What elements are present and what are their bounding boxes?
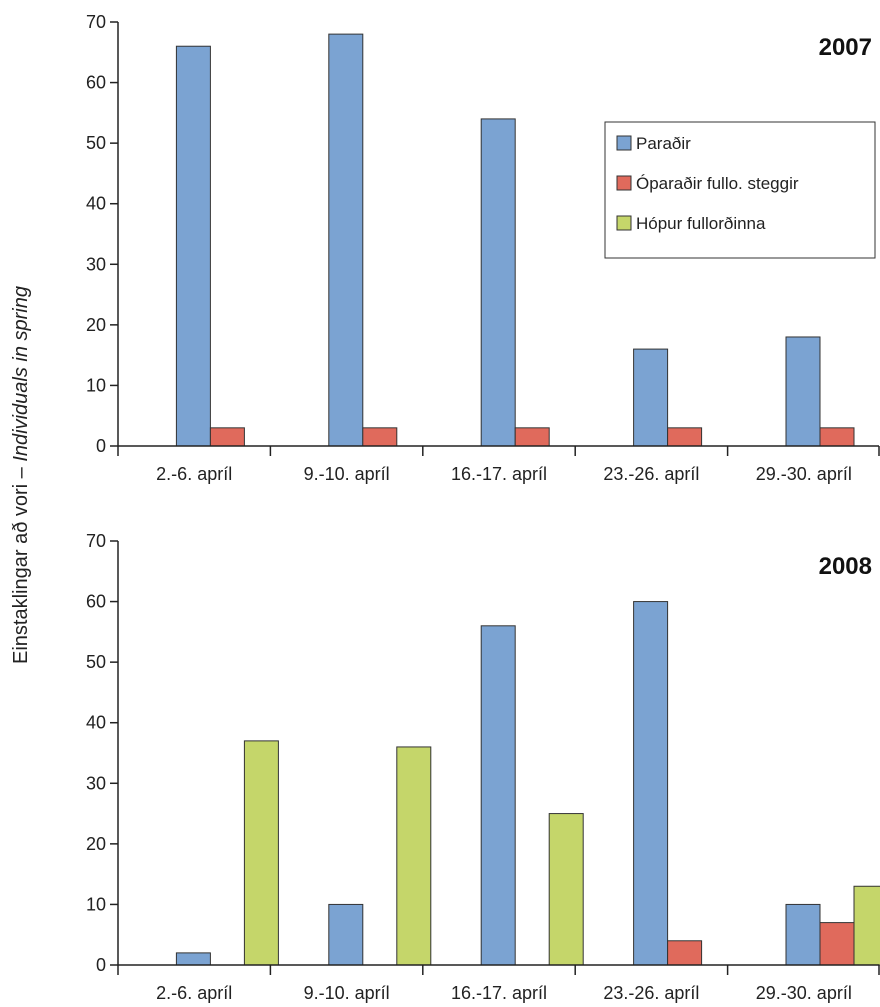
bar-2008-0-0 — [175, 952, 211, 966]
legend-label-1: Óparaðir fullo. steggir — [636, 174, 799, 193]
bar-2007-1-0 — [209, 427, 245, 447]
y-tick-label-2008-70: 70 — [86, 531, 106, 551]
bar-2007-0-3 — [633, 348, 669, 447]
y-tick-label-2008-0: 0 — [96, 955, 106, 975]
bar-2008-0-2 — [480, 625, 516, 966]
bar-2008-1-3 — [667, 940, 703, 966]
bar-2008-0-1 — [328, 903, 364, 966]
x-tick-label-2008-3: 23.-26. apríl — [603, 983, 699, 1003]
legend-swatch-0 — [616, 135, 632, 151]
bar-2008-1-4 — [819, 922, 855, 966]
bar-2008-2-1 — [396, 746, 432, 966]
bar-2007-0-4 — [785, 336, 821, 447]
bar-2008-0-4 — [785, 903, 821, 966]
x-tick-label-2008-4: 29.-30. apríl — [756, 983, 852, 1003]
bar-2008-2-0 — [243, 740, 279, 966]
y-tick-label-2007-10: 10 — [86, 375, 106, 395]
x-tick-label-2008-0: 2.-6. apríl — [156, 983, 232, 1003]
y-tick-label-2007-20: 20 — [86, 315, 106, 335]
panel-title-2008: 2008 — [819, 553, 872, 580]
bar-2007-1-4 — [819, 427, 855, 447]
x-tick-label-2007-4: 29.-30. apríl — [756, 464, 852, 484]
bar-2007-0-2 — [480, 118, 516, 447]
y-tick-label-2007-0: 0 — [96, 436, 106, 456]
bar-2007-0-1 — [328, 33, 364, 447]
y-tick-label-2007-30: 30 — [86, 254, 106, 274]
y-tick-label-2007-60: 60 — [86, 73, 106, 93]
y-tick-label-2007-50: 50 — [86, 133, 106, 153]
bar-2008-2-2 — [548, 813, 584, 966]
y-axis-label: Einstaklingar að vori – Individuals in s… — [10, 286, 32, 664]
x-tick-label-2008-2: 16.-17. apríl — [451, 983, 547, 1003]
x-tick-label-2007-3: 23.-26. apríl — [603, 464, 699, 484]
bar-2007-1-3 — [667, 427, 703, 447]
panel-2008: 0 10 20 30 40 50 60 70 2.-6. apríl 9.-10. apríl 16… — [86, 531, 880, 1003]
x-tick-label-2007-2: 16.-17. apríl — [451, 464, 547, 484]
y-axis-label-main: Einstaklingar að vori – — [10, 462, 32, 664]
y-tick-label-2008-10: 10 — [86, 894, 106, 914]
y-tick-label-2008-40: 40 — [86, 713, 106, 733]
panel-title-2007: 2007 — [819, 34, 872, 61]
y-tick-label-2008-60: 60 — [86, 592, 106, 612]
legend-swatch-2 — [616, 215, 632, 231]
x-tick-label-2008-1: 9.-10. apríl — [304, 983, 390, 1003]
y-axis-label-italic: Individuals in spring — [10, 286, 32, 462]
y-tick-label-2007-70: 70 — [86, 12, 106, 32]
y-tick-label-2008-20: 20 — [86, 834, 106, 854]
y-tick-label-2008-30: 30 — [86, 773, 106, 793]
legend-label-0: Paraðir — [636, 134, 691, 153]
y-tick-label-2007-40: 40 — [86, 194, 106, 214]
bar-2008-2-4 — [853, 885, 880, 966]
legend-label-2: Hópur fullorðinna — [636, 214, 766, 233]
bar-2007-1-2 — [514, 427, 550, 447]
x-tick-label-2007-0: 2.-6. apríl — [156, 464, 232, 484]
bar-2007-0-0 — [175, 45, 211, 447]
y-tick-label-2008-50: 50 — [86, 652, 106, 672]
chart-panels: 0 10 20 30 40 50 60 70 2.-6. apríl 9.-10. apríl 16… — [86, 12, 880, 1003]
legend-swatch-1 — [616, 175, 632, 191]
x-tick-label-2007-1: 9.-10. apríl — [304, 464, 390, 484]
bar-2008-0-3 — [633, 601, 669, 966]
legend-box — [604, 121, 876, 259]
panel-2007: 0 10 20 30 40 50 60 70 2.-6. apríl 9.-10. apríl 16… — [86, 12, 880, 484]
legend: Paraðir Óparaðir fullo. steggir Hópur full… — [604, 121, 876, 259]
bar-2007-1-1 — [362, 427, 398, 447]
